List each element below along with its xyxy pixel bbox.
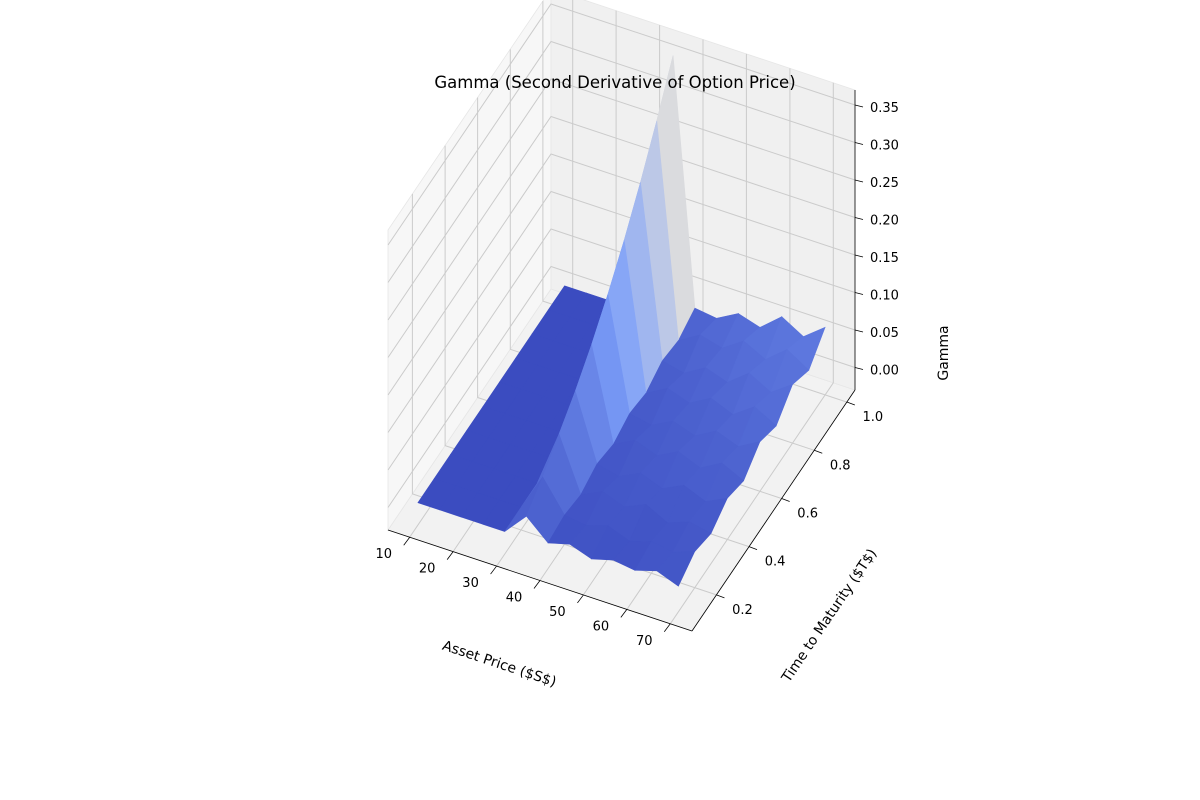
grid-line-z <box>387 40 856 283</box>
surface-facet <box>656 551 696 587</box>
chart-title: Gamma (Second Derivative of Option Price… <box>434 73 795 92</box>
z-tick-mark <box>854 104 864 108</box>
y-tick-label: 0.4 <box>765 555 786 570</box>
x-tick-label: 50 <box>549 605 566 620</box>
surface <box>417 55 826 587</box>
grid-line-z <box>387 78 856 321</box>
grid-line-x <box>669 82 834 625</box>
z-tick-label: 0.35 <box>870 101 899 116</box>
z-tick-label: 0.15 <box>870 251 899 266</box>
y-axis-line <box>691 389 856 632</box>
grid-line-z <box>387 115 856 358</box>
x-tick-mark <box>663 623 671 633</box>
z-tick-mark <box>854 142 864 145</box>
x-tick-mark <box>490 565 497 575</box>
x-tick-label: 60 <box>593 619 610 634</box>
z-tick-mark <box>854 217 864 220</box>
grid-line-z <box>387 190 856 433</box>
z-tick-mark <box>854 179 864 183</box>
y-tick-label: 1.0 <box>863 410 884 425</box>
z-tick-mark <box>854 367 864 370</box>
x-tick-mark <box>577 594 584 604</box>
grid-line-z <box>387 228 856 471</box>
z-tick-label: 0.30 <box>870 139 899 154</box>
y-tick-label: 0.6 <box>797 506 818 521</box>
z-tick-label: 0.10 <box>870 289 899 304</box>
y-tick-mark <box>846 401 855 406</box>
x-tick-label: 70 <box>636 634 653 649</box>
z-tick-label: 0.05 <box>870 326 899 341</box>
z-tick-label: 0.00 <box>870 364 899 379</box>
x-tick-mark <box>403 536 411 546</box>
y-tick-mark <box>781 498 790 502</box>
x-axis-label: Asset Price ($S$) <box>440 638 558 691</box>
z-tick-mark <box>854 254 864 258</box>
y-tick-mark <box>716 594 725 599</box>
y-tick-mark <box>814 449 823 454</box>
y-tick-label: 0.2 <box>732 603 753 618</box>
grid-line-z <box>387 153 856 396</box>
x-tick-mark <box>620 609 628 618</box>
x-tick-label: 10 <box>375 547 392 562</box>
grid-line-z <box>387 3 856 246</box>
x-tick-label: 40 <box>506 591 523 606</box>
z-tick-label: 0.25 <box>870 176 899 191</box>
z-tick-label: 0.20 <box>870 214 899 229</box>
x-tick-label: 20 <box>419 562 436 577</box>
z-tick-mark <box>854 292 864 295</box>
x-tick-label: 30 <box>462 576 479 591</box>
x-tick-mark <box>446 551 454 560</box>
y-tick-mark <box>748 546 758 551</box>
tick-labels: 10 20 30 40 50 60 70 0.2 0.4 0.6 0.8 1.0 0.00 0.05 0.1… <box>375 101 899 649</box>
z-tick-mark <box>854 329 864 333</box>
x-tick-mark <box>533 580 541 589</box>
z-axis-label: Gamma <box>936 325 952 380</box>
y-axis-label: Time to Maturity ($T$) <box>778 546 880 686</box>
y-tick-label: 0.8 <box>830 458 851 473</box>
